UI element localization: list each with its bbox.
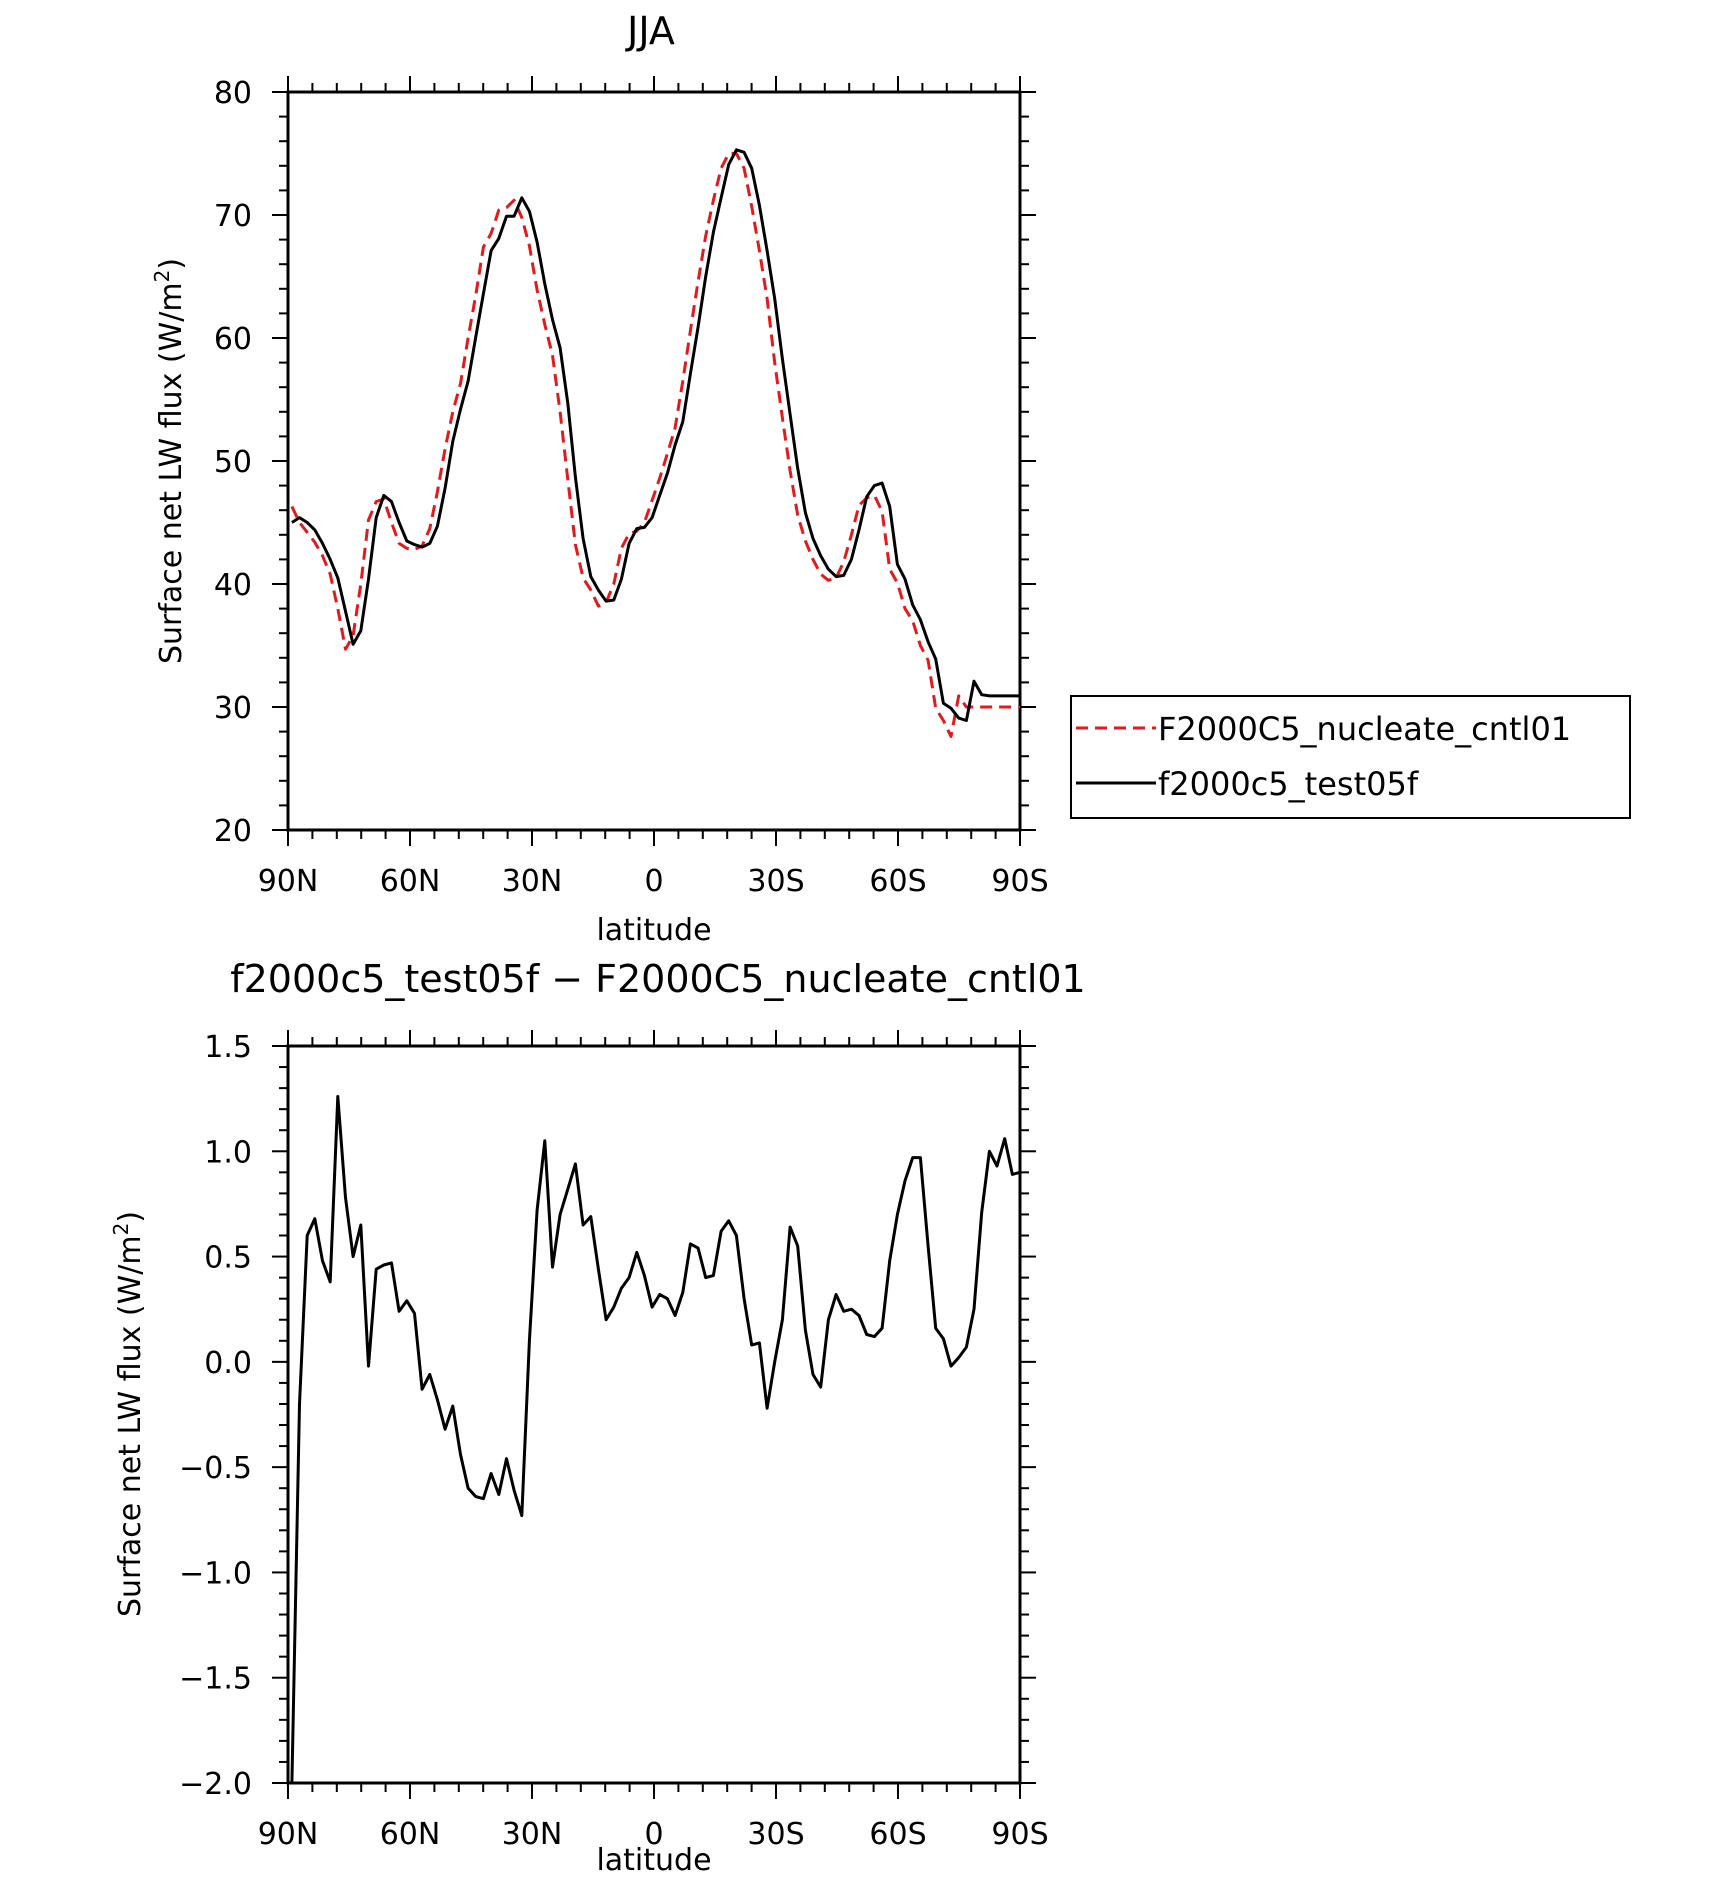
top-x-tick-label: 90N xyxy=(258,864,319,899)
top-y-tick-label: 20 xyxy=(214,814,252,849)
bottom-y-axis-label-base: Surface net LW flux (W/m xyxy=(113,1235,148,1617)
bottom-y-axis-label-sup: 2 xyxy=(109,1223,133,1236)
bottom-y-tick-label: −1.5 xyxy=(179,1662,252,1697)
top-y-tick-label: 80 xyxy=(214,76,252,111)
top-x-tick-label: 30N xyxy=(502,864,563,899)
bottom-x-tick-label: 90S xyxy=(991,1817,1048,1852)
legend: F2000C5_nucleate_cntl01 f2000c5_test05f xyxy=(1070,695,1631,819)
bottom-y-tick-label: −0.5 xyxy=(179,1451,252,1486)
bottom-x-tick-label: 0 xyxy=(644,1817,663,1852)
top-x-tick-label: 30S xyxy=(747,864,804,899)
bottom-x-tick-labels: 90N 60N 30N 0 30S 60S 90S xyxy=(258,1817,1049,1852)
bottom-y-tick-label: −1.0 xyxy=(179,1556,252,1591)
top-ticks xyxy=(272,76,1036,846)
top-x-tick-label: 60N xyxy=(380,864,441,899)
top-x-tick-labels: 90N 60N 30N 0 30S 60S 90S xyxy=(258,864,1049,899)
top-x-tick-label: 90S xyxy=(991,864,1048,899)
legend-label-cntl01: F2000C5_nucleate_cntl01 xyxy=(1158,710,1571,748)
bottom-x-axis-label: latitude xyxy=(596,1843,711,1877)
bottom-y-tick-label: 0.5 xyxy=(204,1241,252,1276)
bottom-x-tick-label: 30S xyxy=(747,1817,804,1852)
bottom-ticks xyxy=(272,1030,1036,1799)
top-x-tick-label: 0 xyxy=(644,864,663,899)
top-y-axis-label-tail: ) xyxy=(154,258,189,270)
top-y-tick-labels: 20 30 40 50 60 70 80 xyxy=(214,76,252,849)
bottom-y-tick-label: −2.0 xyxy=(179,1767,252,1802)
bottom-plot-frame xyxy=(286,1044,1022,1785)
legend-box xyxy=(1070,695,1631,819)
bottom-y-tick-labels: −2.0 −1.5 −1.0 −0.5 0.0 0.5 1.0 1.5 xyxy=(179,1030,252,1802)
bottom-x-tick-label: 30N xyxy=(502,1817,563,1852)
bottom-y-tick-label: 1.5 xyxy=(204,1030,252,1065)
bottom-x-tick-label: 90N xyxy=(258,1817,319,1852)
bottom-y-axis-label: Surface net LW flux (W/m2) xyxy=(109,1211,148,1617)
top-series xyxy=(290,148,1020,738)
top-y-tick-label: 60 xyxy=(214,322,252,357)
top-x-axis-label: latitude xyxy=(596,913,711,948)
bottom-panel: f2000c5_test05f − F2000C5_nucleate_cntl0… xyxy=(109,957,1086,1878)
top-y-tick-label: 50 xyxy=(214,445,252,480)
top-y-tick-label: 40 xyxy=(214,568,252,603)
top-plot-frame xyxy=(286,90,1022,832)
top-series-line-f2000c5-test05f xyxy=(291,148,1020,722)
bottom-y-tick-label: 1.0 xyxy=(204,1135,252,1170)
top-panel: JJA 90N 60N 30N 0 30S 60S 90S 20 30 40 50 60 70 80 l… xyxy=(150,9,1631,948)
top-y-axis-label-sup: 2 xyxy=(150,270,174,283)
top-series-line-f2000c5-nucleate-cntl01 xyxy=(290,152,1020,738)
top-y-tick-label: 70 xyxy=(214,199,252,234)
top-y-axis-label: Surface net LW flux (W/m2) xyxy=(150,258,189,664)
bottom-plot-title: f2000c5_test05f − F2000C5_nucleate_cntl0… xyxy=(230,957,1085,1001)
bottom-series-line-difference xyxy=(290,1095,1021,1784)
bottom-x-tick-label: 60S xyxy=(869,1817,926,1852)
top-x-tick-label: 60S xyxy=(869,864,926,899)
legend-label-test05f: f2000c5_test05f xyxy=(1158,765,1419,803)
bottom-series xyxy=(290,1095,1021,1784)
bottom-y-axis-label-tail: ) xyxy=(113,1211,148,1223)
bottom-y-tick-label: 0.0 xyxy=(204,1346,252,1381)
top-plot-title: JJA xyxy=(625,9,675,53)
top-y-tick-label: 30 xyxy=(214,691,252,726)
top-y-axis-label-base: Surface net LW flux (W/m xyxy=(154,282,189,664)
bottom-x-tick-label: 60N xyxy=(380,1817,441,1852)
